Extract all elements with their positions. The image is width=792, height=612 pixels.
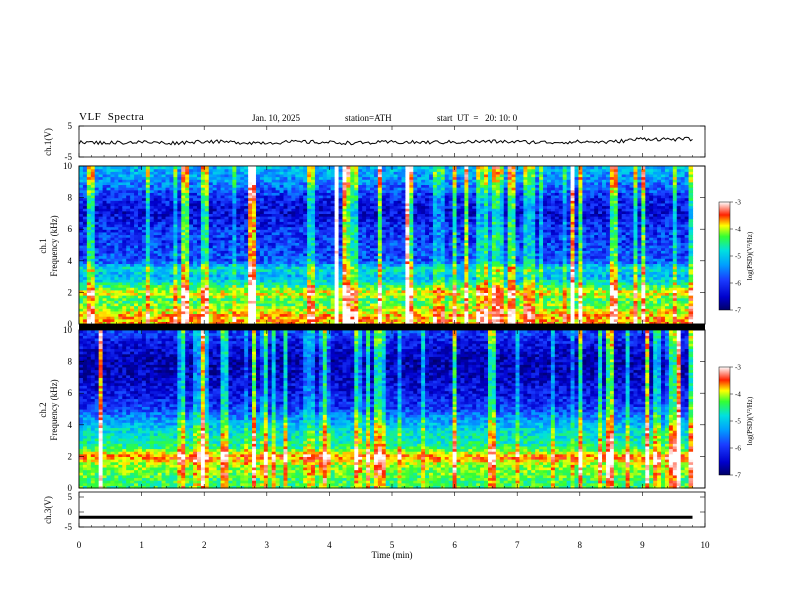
ch1-spectrogram-image (79, 166, 693, 325)
ch1-spectrogram-panel (79, 166, 705, 325)
ch1-waveform-panel (79, 126, 705, 157)
waveform-line (79, 137, 693, 144)
ch1-waveform-trace (79, 137, 693, 144)
vlf-spectra-figure: ch.1(V) ch.1 Frequency (kHz) ch.2 Freque… (0, 0, 792, 612)
